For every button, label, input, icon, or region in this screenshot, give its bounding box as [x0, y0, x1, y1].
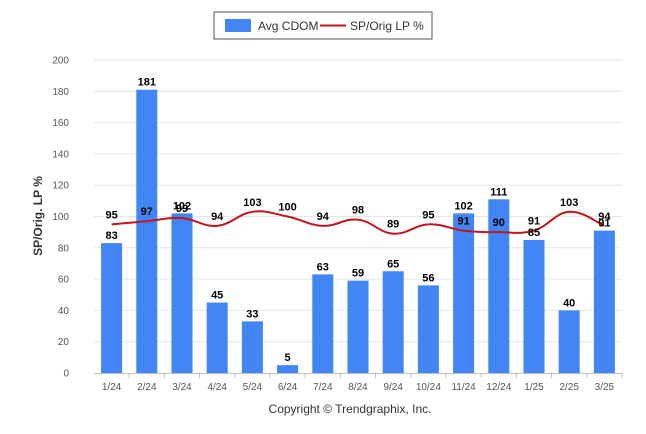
line-value-label: 97	[141, 206, 153, 218]
x-tick-label: 3/24	[172, 382, 192, 393]
y-tick-label: 40	[58, 306, 70, 317]
x-tick-label: 11/24	[451, 382, 476, 393]
legend-label-avg-cdom: Avg CDOM	[258, 19, 318, 33]
bar	[206, 302, 228, 373]
line-value-label: 95	[422, 209, 434, 221]
bar-value-label: 5	[285, 352, 291, 364]
bar	[101, 243, 123, 373]
y-tick-label: 100	[52, 212, 69, 223]
bar-value-label: 65	[387, 258, 399, 270]
line-value-label: 94	[317, 211, 330, 223]
x-tick-label: 9/24	[383, 382, 403, 393]
legend-swatch-bar	[225, 19, 251, 32]
bar-value-label: 40	[563, 297, 575, 309]
line-value-label: 103	[560, 197, 578, 209]
x-tick-label: 5/24	[243, 382, 263, 393]
line-value-label: 90	[493, 217, 505, 229]
y-axis-label: SP/Orig. LP %	[31, 176, 45, 256]
y-tick-label: 0	[63, 369, 69, 380]
bar-value-label: 91	[598, 218, 610, 230]
x-axis-ticks: 1/24 2/24 3/24 4/24 5/24 6/24 7/24 8/24 9/24 10/2…	[102, 373, 623, 393]
bar-value-label: 83	[105, 230, 117, 242]
line-value-label: 91	[528, 216, 540, 228]
bar-value-label: 56	[422, 272, 434, 284]
bar	[453, 213, 475, 373]
y-tick-label: 140	[52, 149, 69, 160]
line-value-label: 100	[278, 202, 296, 214]
line-value-label: 99	[176, 203, 188, 215]
line-series	[111, 210, 605, 235]
sp-orig-lp-line	[111, 210, 605, 235]
bar-value-label: 59	[352, 268, 364, 280]
legend: Avg CDOM SP/Orig LP %	[213, 11, 433, 40]
line-value-label: 91	[457, 216, 469, 228]
bar-value-label: 33	[246, 308, 258, 320]
bar	[171, 213, 193, 373]
legend-label-sp-orig-lp: SP/Orig LP %	[350, 19, 424, 33]
bar-value-label: 63	[317, 261, 329, 273]
bar-series	[101, 89, 615, 374]
bar	[417, 285, 439, 373]
x-tick-label: 12/24	[486, 382, 511, 393]
bar-value-label: 102	[454, 200, 472, 212]
x-tick-label: 8/24	[348, 382, 368, 393]
copyright-text: Copyright © Trendgraphix, Inc.	[269, 402, 432, 416]
bar-value-label: 45	[211, 290, 223, 302]
line-value-label: 89	[387, 219, 399, 231]
bar	[312, 274, 334, 373]
y-tick-label: 80	[58, 243, 70, 254]
line-data-labels: 95 97 99 94 103 100 94 98 89 95 91 90 91 103 94	[105, 197, 611, 231]
x-tick-label: 10/24	[416, 382, 441, 393]
x-tick-label: 1/25	[524, 382, 544, 393]
bar	[523, 239, 545, 373]
bar	[382, 271, 404, 373]
y-tick-label: 120	[52, 181, 69, 192]
bar	[488, 199, 510, 373]
bar-value-label: 181	[138, 77, 156, 89]
bar	[136, 89, 158, 374]
x-tick-label: 3/25	[595, 382, 615, 393]
x-tick-label: 6/24	[278, 382, 298, 393]
bar-value-label: 85	[528, 227, 540, 239]
x-tick-label: 2/25	[559, 382, 579, 393]
y-tick-label: 160	[52, 118, 69, 129]
x-tick-label: 2/24	[137, 382, 157, 393]
y-tick-label: 200	[52, 56, 69, 67]
line-value-label: 95	[105, 209, 117, 221]
bar	[593, 230, 615, 373]
x-tick-label: 7/24	[313, 382, 333, 393]
line-value-label: 94	[211, 211, 224, 223]
x-tick-label: 4/24	[207, 382, 227, 393]
y-tick-label: 20	[58, 337, 70, 348]
y-axis-ticks: 0 20 40 60 80 100 120 140 160 180 200	[52, 56, 69, 380]
bar-value-label: 111	[490, 186, 507, 198]
bar	[241, 321, 263, 373]
line-value-label: 103	[243, 197, 261, 209]
y-tick-label: 60	[58, 275, 70, 286]
y-tick-label: 180	[52, 87, 69, 98]
x-tick-label: 1/24	[102, 382, 122, 393]
bar	[347, 280, 369, 373]
bar	[558, 310, 580, 373]
bar-data-labels: 83 181 102 45 33 5 63 59 65 56 102 111 85 40 91	[105, 77, 610, 364]
line-value-label: 94	[598, 211, 611, 223]
bar-value-label: 102	[173, 200, 191, 212]
bar	[277, 365, 299, 373]
line-value-label: 98	[352, 205, 364, 217]
